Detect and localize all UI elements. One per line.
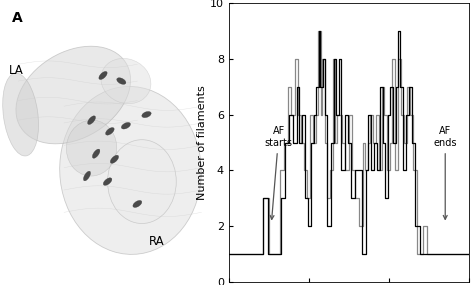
Ellipse shape xyxy=(117,78,126,84)
Ellipse shape xyxy=(103,178,112,186)
Ellipse shape xyxy=(106,127,114,135)
Ellipse shape xyxy=(133,200,142,207)
Ellipse shape xyxy=(110,155,118,163)
Text: AF
ends: AF ends xyxy=(434,127,457,219)
Text: AF
starts: AF starts xyxy=(264,127,292,219)
Ellipse shape xyxy=(83,171,91,181)
Text: A: A xyxy=(11,11,22,25)
Ellipse shape xyxy=(16,46,130,144)
Ellipse shape xyxy=(66,120,117,176)
Ellipse shape xyxy=(121,123,130,129)
Ellipse shape xyxy=(99,72,107,80)
Ellipse shape xyxy=(3,73,38,156)
Ellipse shape xyxy=(101,58,151,104)
Ellipse shape xyxy=(108,140,176,223)
Text: RA: RA xyxy=(149,235,164,248)
Ellipse shape xyxy=(142,111,151,118)
Text: LA: LA xyxy=(9,64,24,77)
Y-axis label: Number of filaments: Number of filaments xyxy=(197,85,207,200)
Ellipse shape xyxy=(88,116,96,125)
Ellipse shape xyxy=(60,86,201,255)
Ellipse shape xyxy=(92,149,100,158)
